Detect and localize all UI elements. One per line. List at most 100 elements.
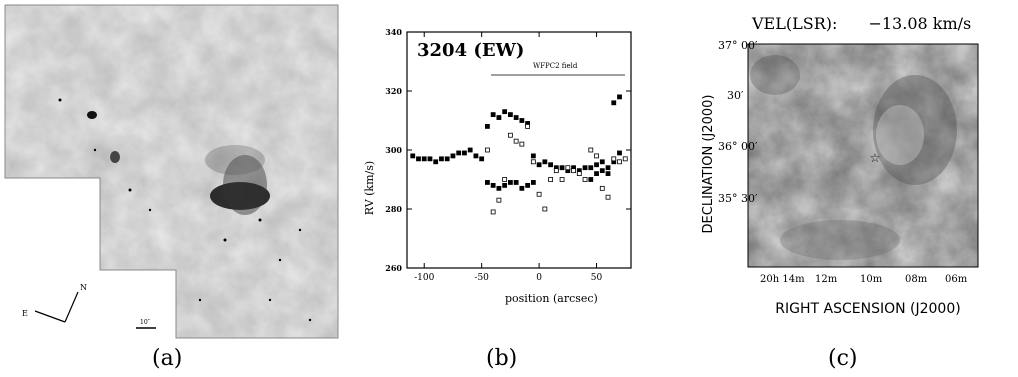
- open-data-point: [571, 168, 576, 174]
- filled-data-point: [605, 171, 611, 177]
- open-data-point: [490, 209, 496, 215]
- compass-east-label: E: [22, 309, 28, 318]
- compass-icon: [34, 291, 79, 323]
- filled-data-point: [490, 112, 496, 117]
- open-data-point: [513, 138, 519, 144]
- x-tick-label: -100: [414, 273, 434, 283]
- filled-data-point: [416, 156, 421, 162]
- open-data-point: [582, 177, 588, 182]
- open-data-point: [519, 141, 525, 147]
- open-data-point: [565, 165, 571, 171]
- filled-data-point: [462, 150, 467, 156]
- ra-tick-4: 08m: [905, 274, 928, 285]
- velocity-readout: VEL(LSR): −13.08 km/s: [752, 14, 971, 33]
- y-tick-label: 280: [385, 204, 402, 214]
- open-data-point: [530, 159, 536, 165]
- dec-tick-2: 30′: [727, 89, 744, 102]
- optical-mosaic-image: E N 10″: [4, 4, 339, 339]
- filled-data-point: [588, 165, 594, 171]
- filled-data-point: [450, 153, 456, 159]
- filled-data-point: [530, 153, 536, 159]
- dec-tick-3: 36° 00′: [718, 140, 758, 153]
- velocity-value: −13.08 km/s: [868, 14, 972, 33]
- filled-data-point: [502, 109, 508, 115]
- open-data-point: [611, 156, 617, 162]
- filled-data-point: [599, 168, 605, 174]
- filled-data-point: [617, 94, 622, 100]
- open-data-point: [599, 185, 605, 191]
- filled-data-point: [485, 180, 490, 185]
- velocity-label: VEL(LSR):: [752, 14, 838, 33]
- dec-tick-4: 35° 30′: [718, 192, 758, 205]
- open-data-point: [622, 156, 628, 162]
- dec-tick-1: 37° 00′: [718, 39, 758, 52]
- plot-frame: [406, 31, 632, 269]
- x-tick-label: -50: [474, 273, 489, 283]
- ra-axis-label: RIGHT ASCENSION (J2000): [775, 301, 960, 317]
- filled-data-point: [617, 150, 622, 156]
- filled-data-point: [519, 185, 525, 191]
- open-data-point: [525, 124, 531, 129]
- x-tick-label: 50: [591, 273, 603, 283]
- filled-data-point: [513, 180, 519, 185]
- star-icon: ☆: [870, 151, 881, 165]
- filled-data-point: [588, 177, 594, 182]
- open-data-point: [496, 197, 502, 203]
- filled-data-point: [439, 156, 444, 162]
- filled-data-point: [594, 162, 599, 168]
- open-data-point: [559, 177, 565, 182]
- filled-data-point: [507, 180, 513, 185]
- filled-data-point: [582, 165, 588, 171]
- filled-data-point: [594, 171, 599, 177]
- caption-b: (b): [486, 346, 518, 371]
- chart-title: 3204 (EW): [417, 40, 524, 61]
- filled-data-point: [490, 182, 496, 188]
- ra-tick-2: 12m: [815, 274, 838, 285]
- filled-data-point: [507, 112, 513, 117]
- y-axis-label: RV (km/s): [363, 161, 376, 215]
- filled-data-point: [410, 153, 416, 159]
- ra-tick-3: 10m: [860, 274, 883, 285]
- rv-chart: 260 280 300 320 340 -100 -50 0 50 3204 (EW) WFPC…: [363, 27, 632, 305]
- ra-tick-5: 06m: [945, 274, 968, 285]
- x-axis-label: position (arcsec): [505, 292, 598, 305]
- open-data-point: [553, 168, 559, 174]
- caption-a: (a): [152, 346, 183, 371]
- filled-data-point: [485, 124, 490, 129]
- filled-data-point: [519, 118, 525, 123]
- open-data-point: [507, 132, 513, 138]
- panel-c: VEL(LSR): −13.08 km/s ☆ DECLINATIO: [690, 0, 1018, 340]
- filled-data-point: [605, 165, 611, 171]
- open-data-point: [576, 171, 582, 177]
- chart-annotation: WFPC2 field: [533, 62, 578, 70]
- filled-data-point: [536, 162, 542, 168]
- open-data-point: [485, 147, 490, 153]
- filled-data-point: [479, 156, 485, 162]
- open-data-point: [588, 147, 594, 153]
- y-tick-label: 320: [385, 86, 402, 96]
- filled-data-point: [456, 150, 462, 156]
- filled-data-point: [427, 156, 433, 162]
- filled-data-point: [496, 115, 502, 120]
- filled-data-point: [473, 153, 479, 159]
- compass-north-label: N: [80, 283, 87, 292]
- dec-axis-label: DECLINATION (J2000): [701, 95, 716, 234]
- x-tick-label: 0: [536, 273, 542, 283]
- open-data-point: [542, 206, 548, 212]
- filled-data-point: [467, 147, 473, 153]
- radio-map: ☆ DECLINATION (J2000) 37° 00′ 30′ 36° 00…: [701, 39, 979, 317]
- open-data-point: [605, 194, 611, 200]
- caption-c: (c): [828, 346, 858, 371]
- filled-data-point: [421, 156, 427, 162]
- open-data-point: [548, 177, 553, 182]
- panel-a: E N 10″: [0, 0, 345, 350]
- open-data-point: [617, 159, 622, 165]
- filled-data-point: [611, 100, 617, 106]
- filled-data-point: [496, 185, 502, 191]
- filled-data-point: [559, 165, 565, 171]
- filled-data-point: [548, 162, 553, 168]
- filled-data-point: [444, 156, 450, 162]
- open-data-point: [502, 177, 508, 182]
- y-tick-label: 340: [385, 27, 402, 37]
- filled-data-point: [530, 180, 536, 185]
